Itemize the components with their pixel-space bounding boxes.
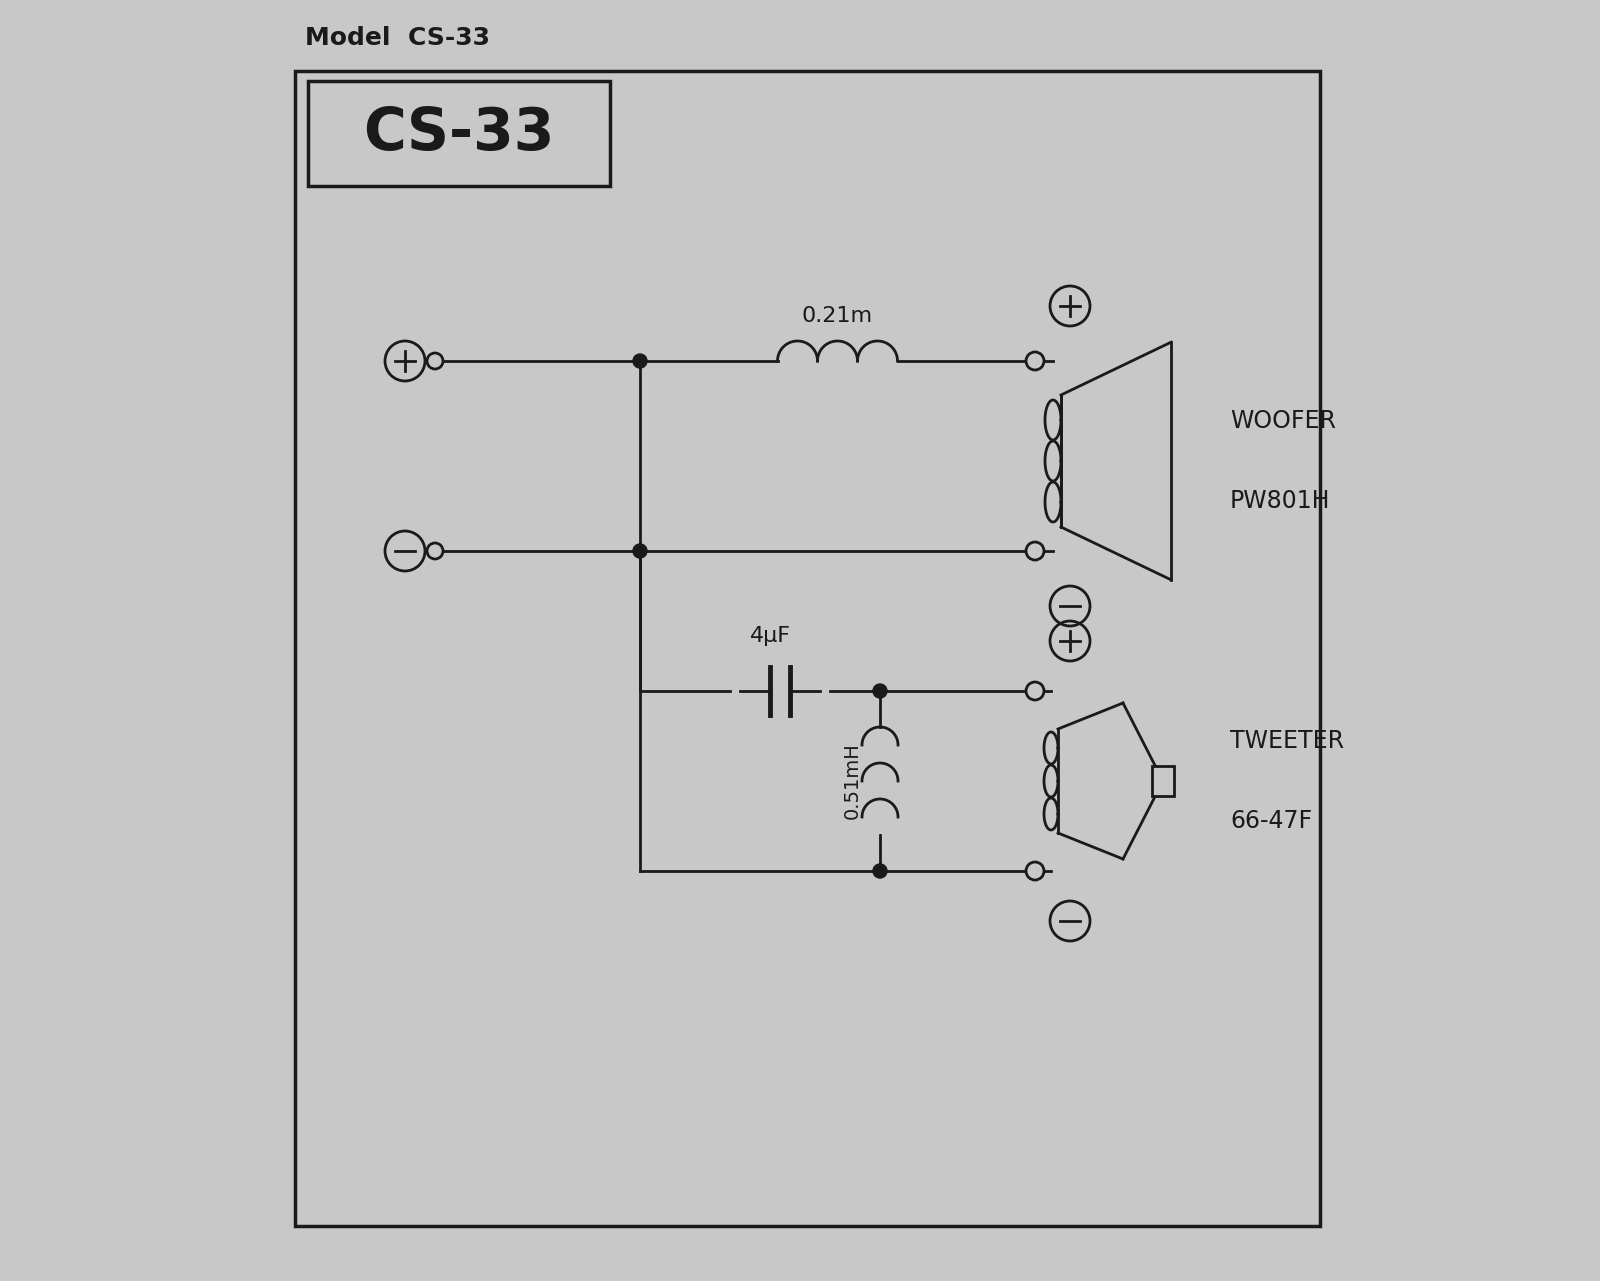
Circle shape: [874, 863, 886, 877]
Circle shape: [1026, 352, 1043, 370]
Circle shape: [427, 543, 443, 559]
Text: 4μF: 4μF: [749, 626, 790, 646]
Circle shape: [634, 354, 646, 368]
Bar: [1152, 766, 1174, 796]
Circle shape: [427, 354, 443, 369]
Circle shape: [1026, 681, 1043, 699]
Text: PW801H: PW801H: [1230, 489, 1331, 512]
Circle shape: [874, 684, 886, 698]
Text: TWEETER: TWEETER: [1230, 729, 1344, 753]
Text: 0.21m: 0.21m: [802, 306, 874, 325]
Circle shape: [634, 544, 646, 559]
Circle shape: [1026, 542, 1043, 560]
Text: Model  CS-33: Model CS-33: [306, 26, 490, 50]
Text: 0.51mH: 0.51mH: [843, 743, 862, 820]
Bar: [307, 81, 610, 186]
Text: WOOFER: WOOFER: [1230, 409, 1336, 433]
Text: CS-33: CS-33: [363, 105, 555, 161]
Circle shape: [1026, 862, 1043, 880]
Text: 66-47F: 66-47F: [1230, 810, 1312, 833]
